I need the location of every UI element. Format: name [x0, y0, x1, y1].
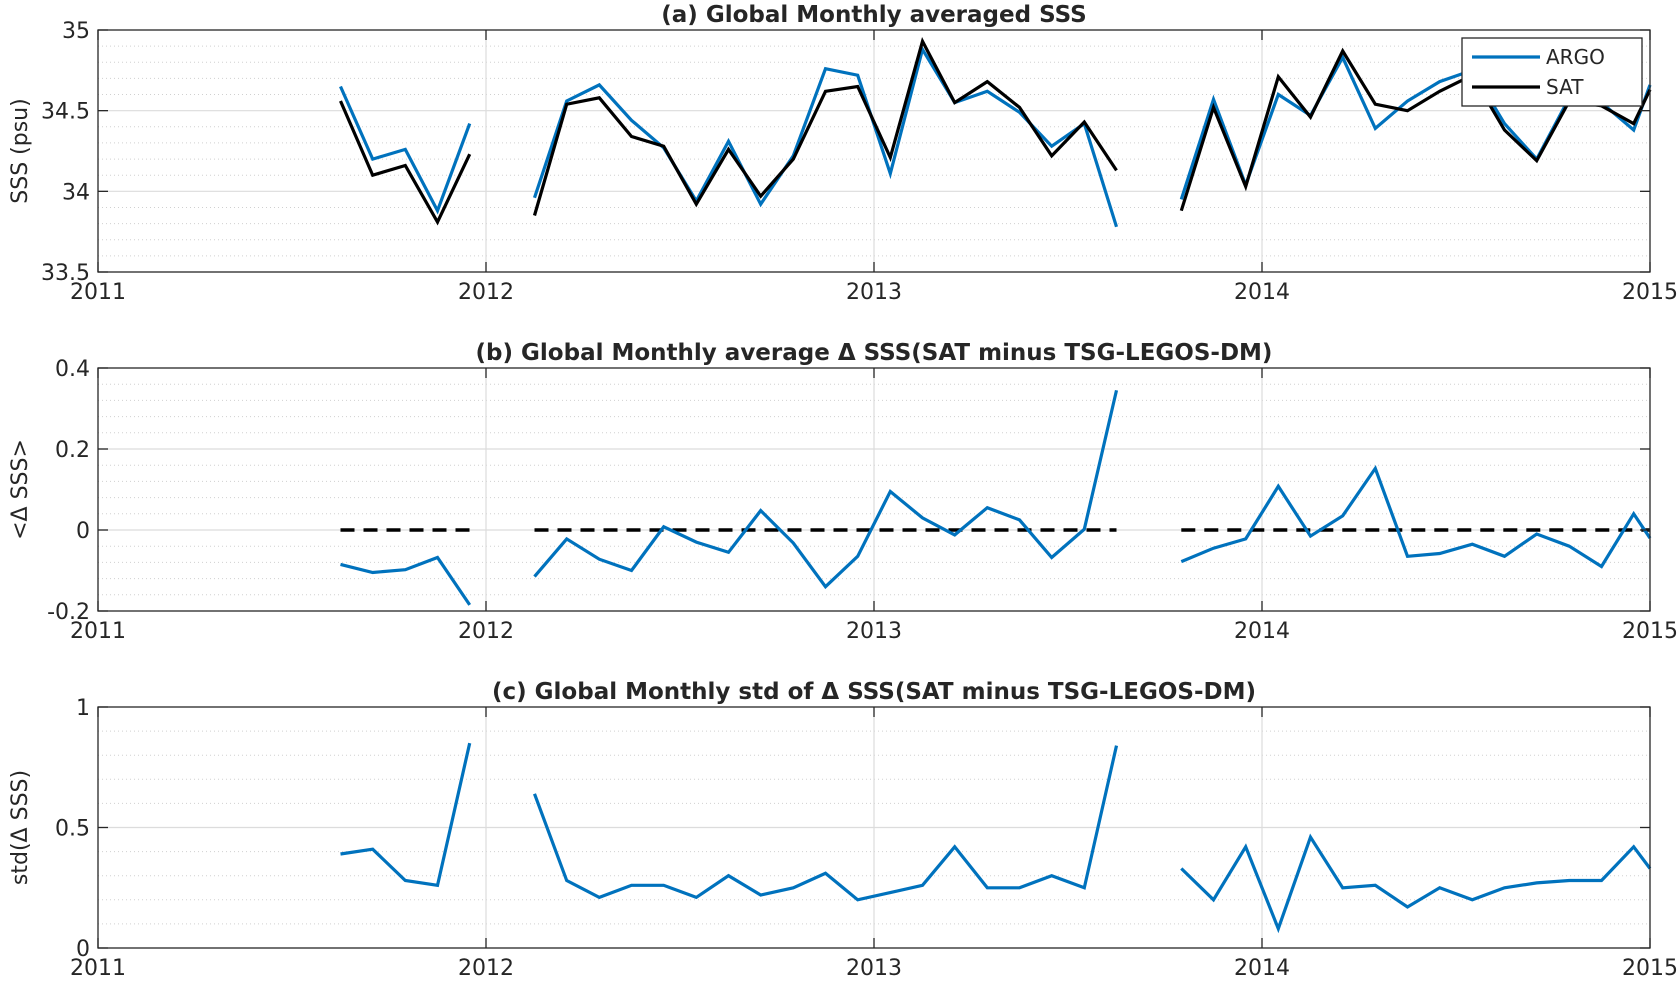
series-line — [340, 742, 1652, 934]
legend-label-argo: ARGO — [1546, 45, 1605, 69]
x-tick-label: 2011 — [70, 619, 126, 644]
x-tick-label: 2014 — [1234, 280, 1290, 305]
y-tick-label: 1 — [76, 696, 90, 721]
y-tick-label: -0.2 — [47, 600, 90, 625]
x-tick-label: 2012 — [458, 280, 514, 305]
y-tick-label: 0 — [76, 937, 90, 962]
y-tick-label: 0.5 — [55, 817, 90, 842]
y-tick-label: 34.5 — [41, 100, 90, 125]
panel-1: 2011 2012 2013 2014 2015 33.5 34 34.5 35 (a) Glob… — [8, 2, 1678, 305]
x-tick-label: 2015 — [1622, 956, 1678, 981]
chart-title: (a) Global Monthly averaged SSS — [661, 2, 1086, 28]
x-tick-label: 2012 — [458, 956, 514, 981]
argo-series-line — [339, 45, 1652, 228]
x-tick-label: 2014 — [1234, 956, 1290, 981]
x-tick-label: 2013 — [846, 280, 902, 305]
y-tick-label: 35 — [62, 19, 90, 44]
y-axis-label: std(Δ SSS) — [8, 770, 33, 885]
y-tick-label: 0.2 — [55, 438, 90, 463]
legend-box — [1461, 37, 1643, 107]
x-tick-label: 2015 — [1622, 619, 1678, 644]
x-tick-label: 2015 — [1622, 280, 1678, 305]
x-tick-label: 2012 — [458, 619, 514, 644]
panel-2: 2011 2012 2013 2014 2015 -0.2 0 0.2 0.4 (b) Globa… — [8, 340, 1678, 644]
chart-title: (c) Global Monthly std of Δ SSS(SAT minu… — [492, 679, 1256, 705]
x-tick-label: 2011 — [70, 280, 126, 305]
y-axis-label: <Δ SSS> — [8, 439, 33, 540]
x-tick-label: 2013 — [846, 956, 902, 981]
x-tick-label: 2013 — [846, 619, 902, 644]
y-tick-label: 0.4 — [55, 357, 90, 382]
panel-3: 2011 2012 2013 2014 2015 0 0.5 1 (c) Global Mont… — [8, 679, 1678, 981]
legend-label-sat: SAT — [1546, 75, 1584, 99]
x-tick-label: 2014 — [1234, 619, 1290, 644]
y-tick-label: 33.5 — [41, 261, 90, 286]
x-tick-label: 2011 — [70, 956, 126, 981]
chart-title: (b) Global Monthly average Δ SSS(SAT min… — [476, 340, 1273, 366]
y-axis-label: SSS (psu) — [8, 98, 33, 203]
legend: ARGO SAT — [1461, 37, 1643, 107]
series-line — [340, 389, 1652, 606]
y-tick-label: 34 — [62, 180, 90, 205]
y-tick-label: 0 — [76, 519, 90, 544]
